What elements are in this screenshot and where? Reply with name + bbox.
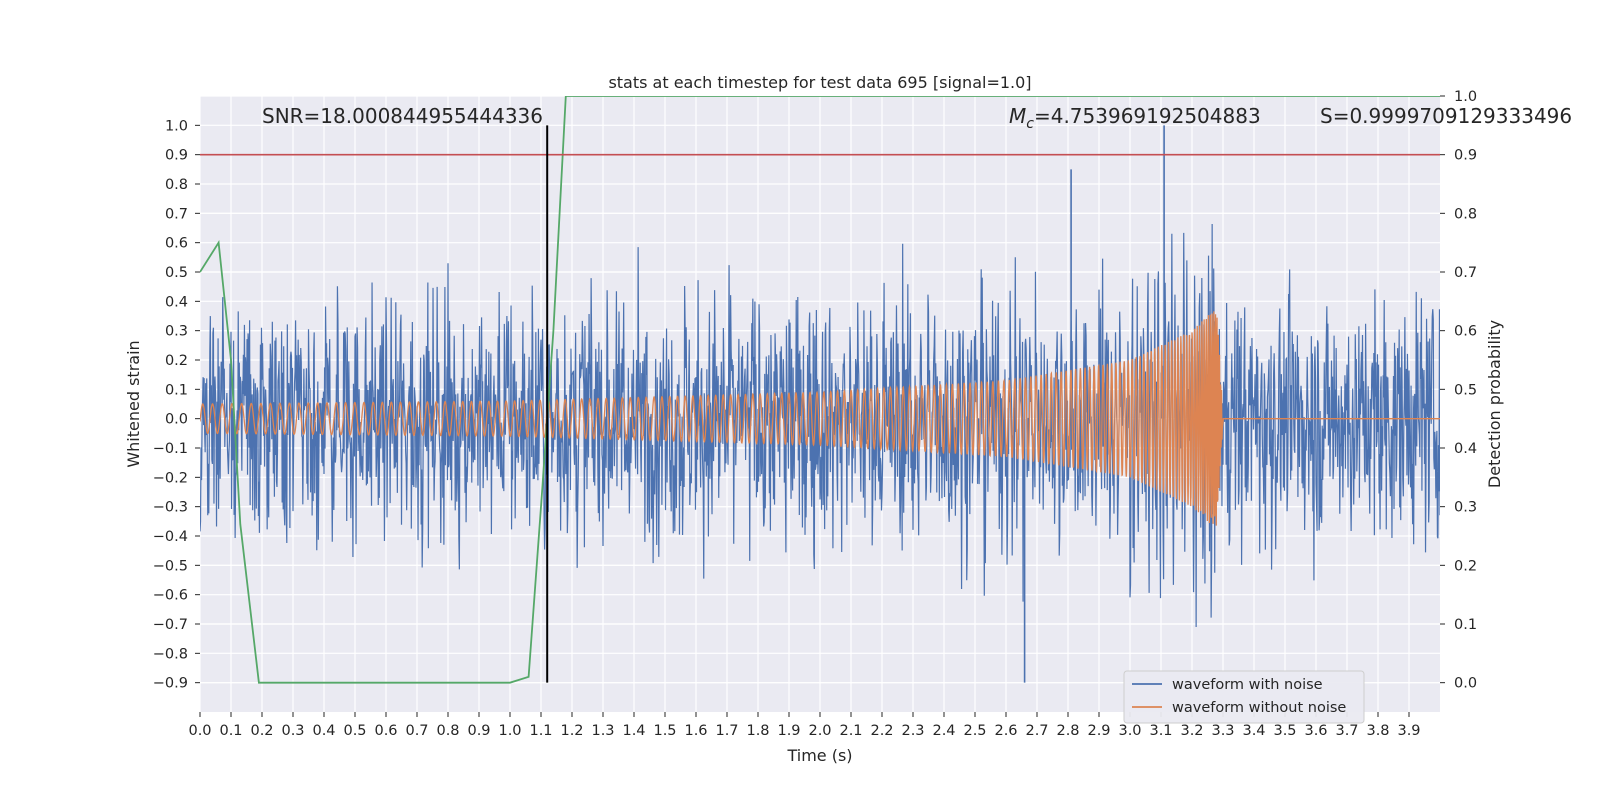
x-tick-label: 1.3 — [591, 723, 614, 739]
y-tick-label-right: 1.0 — [1454, 89, 1477, 105]
mc-value: =4.753969192504883 — [1034, 104, 1261, 128]
y-tick-label-left: −0.9 — [153, 676, 188, 692]
x-tick-label: 1.5 — [653, 723, 676, 739]
y-tick-label-left: 0.0 — [165, 412, 188, 428]
x-tick-label: 3.9 — [1397, 723, 1420, 739]
x-tick-label: 2.5 — [963, 723, 986, 739]
x-tick-label: 2.2 — [870, 723, 893, 739]
x-tick-label: 0.7 — [405, 723, 428, 739]
x-tick-label: 0.3 — [281, 723, 304, 739]
series-line-waveform-with-noise — [200, 224, 1440, 628]
x-tick-label: 3.5 — [1273, 723, 1296, 739]
y-tick-label-right: 0.3 — [1454, 500, 1477, 516]
x-tick-label: 3.3 — [1211, 723, 1234, 739]
legend-box — [1123, 670, 1365, 724]
x-tick-label: 3.0 — [1118, 723, 1141, 739]
x-tick-label: 0.4 — [312, 723, 335, 739]
x-tick-label: 1.8 — [746, 723, 769, 739]
ticks: 0.0 0.1 0.2 0.3 0.4 0.5 0.6 0.7 0.8 0.9 1.0 1.1 1.2 1… — [153, 89, 1477, 739]
y-tick-label-left: 0.2 — [165, 353, 188, 369]
x-tick-label: 0.1 — [219, 723, 242, 739]
y-tick-label-right: 0.9 — [1454, 148, 1477, 164]
y-tick-label-left: −0.3 — [153, 500, 188, 516]
x-tick-label: 3.8 — [1366, 723, 1389, 739]
y-tick-label-right: 0.6 — [1454, 324, 1477, 340]
y-tick-label-right: 0.7 — [1454, 265, 1477, 281]
y-axis-label-right: Detection probability — [1485, 320, 1504, 488]
x-tick-label: 1.4 — [622, 723, 645, 739]
y-tick-label-left: −0.8 — [153, 646, 188, 662]
series-line-waveform-without-noise — [200, 311, 1440, 526]
snr-annotation: SNR=18.000844955444336 — [262, 104, 543, 128]
y-tick-label-left: −0.7 — [153, 617, 188, 633]
x-tick-label: 1.7 — [715, 723, 738, 739]
y-tick-label-right: 0.5 — [1454, 382, 1477, 398]
x-tick-label: 2.0 — [808, 723, 831, 739]
x-tick-label: 3.4 — [1242, 723, 1265, 739]
y-tick-label-left: −0.4 — [153, 529, 188, 545]
x-tick-label: 2.8 — [1056, 723, 1079, 739]
y-tick-label-left: −0.2 — [153, 470, 188, 486]
y-tick-label-left: 0.9 — [165, 148, 188, 164]
x-tick-label: 1.0 — [498, 723, 521, 739]
series-layer — [200, 96, 1440, 684]
y-tick-label-left: 0.3 — [165, 324, 188, 340]
x-tick-label: 0.6 — [374, 723, 397, 739]
y-tick-label-right: 0.0 — [1454, 676, 1477, 692]
s-annotation: S=0.9999709129333496 — [1320, 104, 1572, 128]
y-tick-label-left: 0.4 — [165, 294, 188, 310]
x-tick-label: 1.9 — [777, 723, 800, 739]
y-axis-label-left: Whitened strain — [124, 340, 143, 467]
x-tick-label: 3.7 — [1335, 723, 1358, 739]
legend: waveform with noise waveform without noi… — [1123, 670, 1365, 724]
series-line-detection-probability — [200, 96, 1440, 684]
y-tick-label-left: 0.6 — [165, 236, 188, 252]
mc-subscript: c — [1026, 116, 1034, 132]
legend-label-clean: waveform without noise — [1172, 700, 1346, 716]
x-tick-label: 0.9 — [467, 723, 490, 739]
y-tick-label-left: 0.7 — [165, 206, 188, 222]
x-tick-label: 2.1 — [839, 723, 862, 739]
x-tick-label: 3.2 — [1180, 723, 1203, 739]
x-tick-label: 2.4 — [932, 723, 955, 739]
x-tick-label: 2.7 — [1025, 723, 1048, 739]
x-tick-label: 1.1 — [529, 723, 552, 739]
x-tick-label: 1.2 — [560, 723, 583, 739]
x-tick-label: 0.5 — [343, 723, 366, 739]
y-tick-label-left: −0.6 — [153, 588, 188, 604]
legend-label-noise: waveform with noise — [1172, 677, 1323, 693]
y-tick-label-left: 0.8 — [165, 177, 188, 193]
mc-symbol: M — [1009, 104, 1026, 128]
y-tick-label-right: 0.2 — [1454, 558, 1477, 574]
y-tick-label-left: −0.5 — [153, 558, 188, 574]
x-tick-label: 2.3 — [901, 723, 924, 739]
y-tick-label-right: 0.1 — [1454, 617, 1477, 633]
x-tick-label: 0.0 — [188, 723, 211, 739]
x-tick-label: 2.6 — [994, 723, 1017, 739]
y-tick-label-left: 0.1 — [165, 382, 188, 398]
x-tick-label: 0.8 — [436, 723, 459, 739]
mc-annotation: Mc=4.753969192504883 — [1009, 104, 1261, 132]
x-tick-label: 0.2 — [250, 723, 273, 739]
y-tick-label-left: −0.1 — [153, 441, 188, 457]
x-tick-label: 3.1 — [1149, 723, 1172, 739]
y-tick-label-right: 0.8 — [1454, 206, 1477, 222]
y-tick-label-left: 1.0 — [165, 118, 188, 134]
x-tick-label: 3.6 — [1304, 723, 1327, 739]
x-tick-label: 2.9 — [1087, 723, 1110, 739]
y-tick-label-right: 0.4 — [1454, 441, 1477, 457]
chart-title: stats at each timestep for test data 695… — [608, 73, 1031, 92]
x-tick-label: 1.6 — [684, 723, 707, 739]
x-axis-label: Time (s) — [786, 746, 852, 765]
y-tick-label-left: 0.5 — [165, 265, 188, 281]
